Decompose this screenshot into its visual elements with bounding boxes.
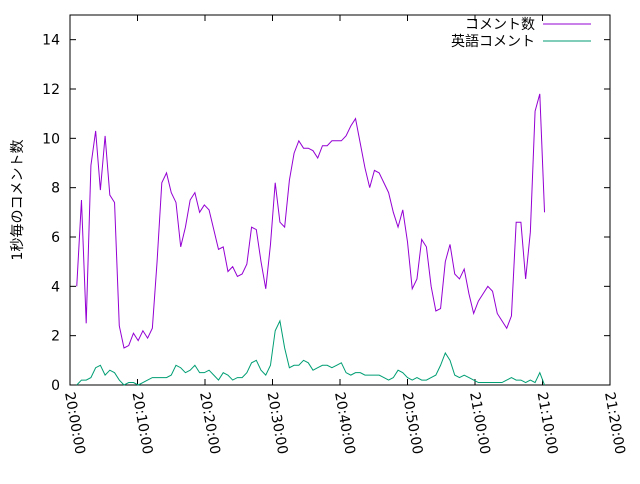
x-tick-label: 20:10:00 — [129, 391, 156, 456]
y-tick-label: 10 — [42, 131, 60, 147]
y-tick-label: 14 — [42, 33, 60, 49]
x-tick-label: 20:20:00 — [196, 391, 223, 456]
x-tick-label: 20:40:00 — [331, 391, 358, 456]
x-tick-label: 21:10:00 — [534, 391, 561, 456]
x-tick-label: 20:30:00 — [264, 391, 291, 456]
series-line — [76, 319, 545, 386]
legend-label: コメント数 — [465, 17, 535, 33]
plot-border — [69, 14, 611, 386]
y-tick-label: 4 — [51, 279, 60, 295]
x-tick-label: 21:20:00 — [601, 391, 628, 456]
y-tick-label: 6 — [51, 230, 60, 246]
y-tick-label: 0 — [51, 378, 60, 394]
x-tick-label: 20:50:00 — [399, 391, 426, 456]
y-axis-label: 1秒毎のコメント数 — [10, 140, 26, 261]
legend-label: 英語コメント — [451, 33, 535, 50]
series-line — [76, 93, 546, 349]
y-tick-label: 2 — [51, 329, 60, 345]
x-tick-label: 21:00:00 — [466, 391, 493, 456]
y-tick-label: 12 — [42, 82, 60, 98]
x-tick-label: 20:00:00 — [61, 391, 88, 456]
y-tick-label: 8 — [51, 181, 60, 197]
